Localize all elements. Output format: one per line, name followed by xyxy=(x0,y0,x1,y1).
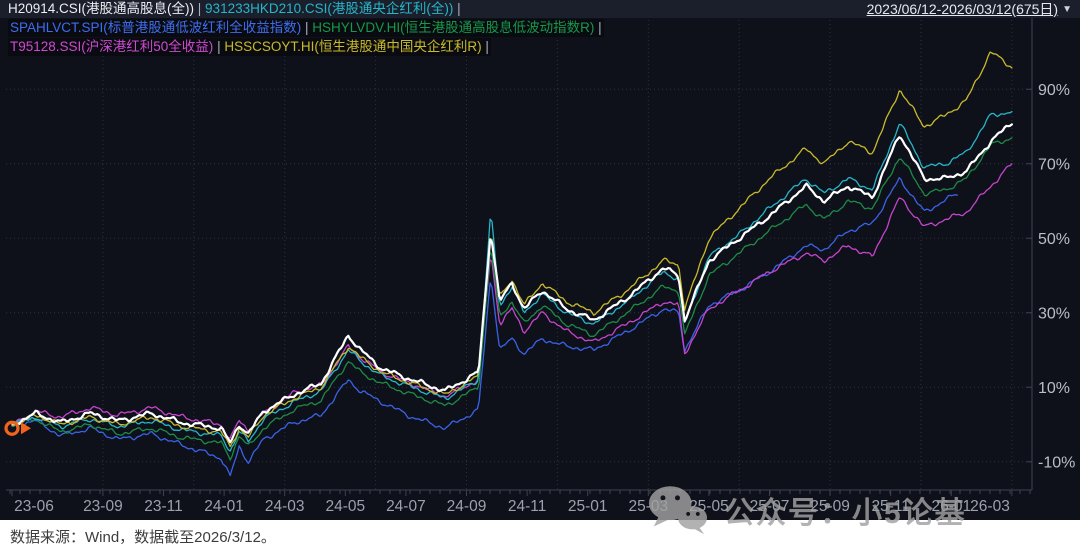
legend-separator: | xyxy=(213,39,225,54)
date-range-label[interactable]: 2023/06/12-2026/03/12(675日) xyxy=(866,1,1059,17)
top-bar: H20914.CSI(港股通高股息(全)) | 931233HKD210.CSI… xyxy=(0,0,1080,18)
series-lines xyxy=(10,51,1013,477)
legend-separator: | xyxy=(594,20,602,35)
legend-separator: | xyxy=(301,20,313,35)
legend-separator: | xyxy=(453,1,461,16)
x-tick-label: 25-11 xyxy=(871,498,910,515)
series-line-931233HKD210.CSI[interactable] xyxy=(11,110,1013,452)
y-tick-label: 90% xyxy=(1038,82,1070,99)
series-line-T95128.SSI[interactable] xyxy=(11,163,1013,439)
source-note: 数据来源：Wind，数据截至2026/3/12。 xyxy=(10,529,276,546)
price-chart[interactable]: 23-06 23-09 23-11 24-01 24-03 24-05 24-07 24-09… xyxy=(0,0,1080,520)
legend-row-1: H20914.CSI(港股通高股息(全)) | 931233HKD210.CSI… xyxy=(8,0,461,18)
footer: 数据来源：Wind，数据截至2026/3/12。 xyxy=(0,520,1080,558)
y-tick-label: 10% xyxy=(1038,380,1070,397)
watermark: 公众号：小5论基 xyxy=(646,484,967,536)
x-tick-label: 25-09 xyxy=(810,498,850,515)
x-tick-label: 24-07 xyxy=(386,498,426,515)
x-tick-label: 23-06 xyxy=(14,498,54,515)
y-axis-labels: 90% 70% 50% 30% 10% -10% xyxy=(1038,82,1075,472)
y-tick-label: -10% xyxy=(1038,454,1075,471)
legend-item-931233HKD210.CSI[interactable]: 931233HKD210.CSI(港股通央企红利(全)) xyxy=(205,1,454,16)
x-tick-label: 24-09 xyxy=(447,498,487,515)
legend-row-3: T95128.SSI(沪深港红利50全收益) | HSSCSOYT.HI(恒生港… xyxy=(8,38,491,56)
y-tick-label: 70% xyxy=(1038,156,1070,173)
legend-item-HSSCSOYT.HI[interactable]: HSSCSOYT.HI(恒生港股通中国央企红利R) xyxy=(224,39,482,54)
legend-item-H20914.CSI[interactable]: H20914.CSI(港股通高股息(全)) xyxy=(8,1,195,16)
y-tick-label: 50% xyxy=(1038,231,1070,248)
y-tick-label: 30% xyxy=(1038,305,1070,322)
x-tick-label: 24-01 xyxy=(204,498,244,515)
wechat-icon xyxy=(648,486,708,535)
date-range-selector[interactable]: 2023/06/12-2026/03/12(675日) ▼ xyxy=(867,0,1072,19)
x-tick-label: 24-05 xyxy=(325,498,365,515)
axes xyxy=(6,16,1033,496)
legend-separator: | xyxy=(194,1,206,16)
series-line-HSHYLVDV.HI[interactable] xyxy=(11,137,1013,461)
series-line-SPAHLVCT.SPI[interactable] xyxy=(11,177,959,477)
legend-item-T95128.SSI[interactable]: T95128.SSI(沪深港红利50全收益) xyxy=(10,39,214,54)
x-tick-label: 25-07 xyxy=(750,498,790,515)
x-tick-label: 26-03 xyxy=(970,498,1010,515)
dropdown-arrow-icon[interactable]: ▼ xyxy=(1062,3,1072,15)
series-line-HSSCSOYT.HI[interactable] xyxy=(11,51,1013,448)
series-line-H20914.CSI[interactable] xyxy=(10,123,1013,444)
legend-item-HSHYLVDV.HI[interactable]: HSHYLVDV.HI(恒生港股通高股息低波动指数R) xyxy=(312,20,595,35)
x-tick-label: 24-11 xyxy=(508,498,547,515)
legend-row-2: SPAHLVCT.SPI(标普港股通低波红利全收益指数) | HSHYLVDV.… xyxy=(8,19,604,37)
legend-separator: | xyxy=(481,39,489,54)
x-tick-label: 24-03 xyxy=(265,498,305,515)
x-tick-label: 23-11 xyxy=(144,498,183,515)
grid xyxy=(6,16,1032,490)
legend-item-SPAHLVCT.SPI[interactable]: SPAHLVCT.SPI(标普港股通低波红利全收益指数) xyxy=(10,20,302,35)
start-marker-icon xyxy=(4,420,31,436)
x-tick-label: 25-01 xyxy=(568,498,608,515)
x-tick-label: 23-09 xyxy=(83,498,123,515)
x-tick-label: 26-01 xyxy=(931,498,971,515)
watermark-text: 公众号：小5论基 xyxy=(724,497,967,530)
x-axis-labels: 23-06 23-09 23-11 24-01 24-03 24-05 24-07 24-09… xyxy=(14,498,1010,515)
